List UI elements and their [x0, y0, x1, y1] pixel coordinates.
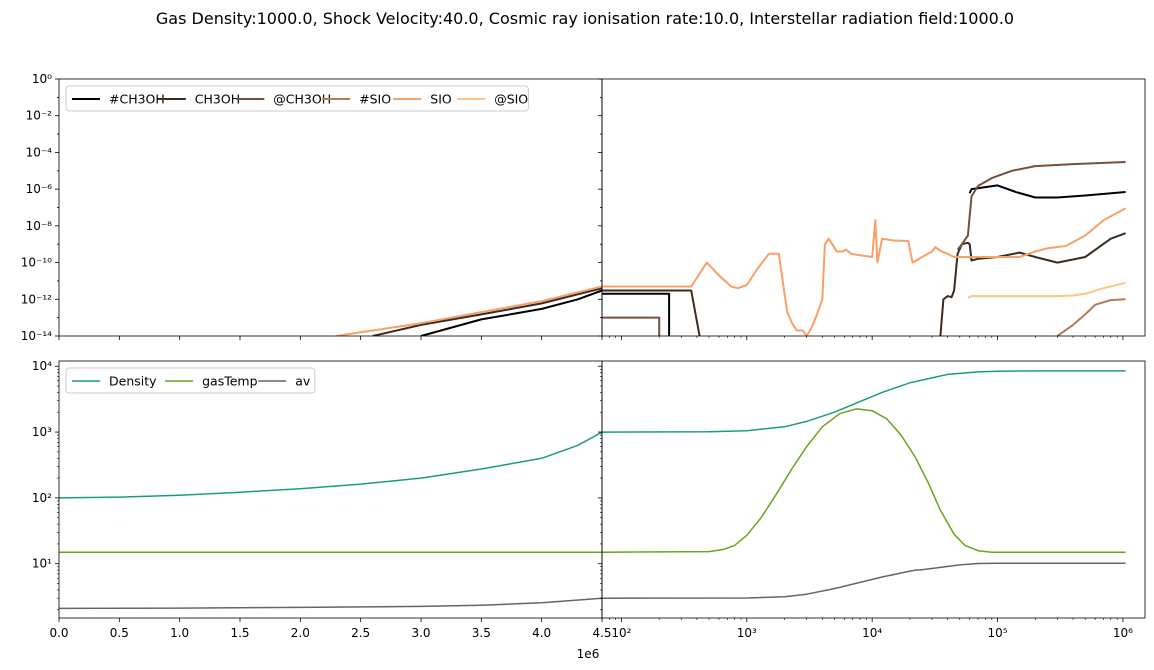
axes-frame — [58, 360, 603, 619]
series-line-density — [602, 370, 1126, 433]
y-tick-label: 10⁻⁴ — [26, 145, 53, 159]
y-tick-label: 10⁻⁸ — [26, 219, 53, 233]
x-tick-label: 10² — [611, 626, 631, 640]
series-line-ch3oh — [602, 292, 671, 336]
x-tick-label: 10⁵ — [988, 626, 1008, 640]
legend-label: @CH3OH — [273, 92, 331, 107]
panel-bottom-right: 10² 10³ 10⁴ 10⁵ 10⁶ — [598, 360, 1146, 640]
series-line-density — [59, 431, 602, 499]
series-line-ch3oh — [602, 316, 661, 336]
legend-label: av — [295, 374, 311, 389]
series-line-sio — [1056, 298, 1126, 336]
y-tick-label: 10¹ — [32, 557, 52, 571]
y-tick-label: 10² — [32, 491, 52, 505]
x-tick-label: 4.0 — [532, 626, 551, 640]
x-tick-label: 2.0 — [291, 626, 310, 640]
y-tick-label: 10³ — [32, 425, 52, 439]
axes-frame — [601, 360, 1146, 619]
series-line-gastemp — [602, 408, 1126, 553]
series-line-av — [602, 562, 1126, 599]
legend-label: CH3OH — [195, 92, 240, 107]
x-tick-label: 0.5 — [110, 626, 129, 640]
legend-box — [65, 85, 529, 112]
series-line-ch3oh — [939, 232, 1126, 336]
series-line-ch3oh — [420, 289, 602, 336]
x-tick-label: 10⁶ — [1113, 626, 1133, 640]
axes-frame — [58, 78, 603, 337]
series-line-sio — [602, 207, 1127, 336]
series-line-sio — [967, 281, 1126, 299]
legend: Density gasTemp av — [65, 367, 316, 394]
legend-label: #SIO — [359, 92, 391, 107]
y-tick-label: 10⁻² — [26, 109, 53, 123]
series-line-av — [59, 597, 602, 610]
series-line-ch3oh — [956, 161, 1126, 251]
panel-top-right — [598, 78, 1146, 340]
series-line-sio — [336, 285, 602, 336]
legend-label: gasTemp — [202, 374, 257, 389]
legend-label: @SIO — [494, 92, 528, 107]
legend: #CH3OH CH3OH @CH3OH #SIO SIO @SIO — [65, 85, 529, 112]
series-line-ch3oh — [602, 289, 701, 336]
x-tick-label: 4.5 — [592, 626, 611, 640]
panel-top-left: 10⁰ 10⁻² 10⁻⁴ 10⁻⁶ 10⁻⁸ 10⁻¹⁰ 10⁻¹² 10⁻¹⁴ #CH3OH… — [21, 72, 603, 343]
series-line-ch3oh — [372, 287, 602, 336]
figure-title: Gas Density:1000.0, Shock Velocity:40.0,… — [156, 9, 1014, 28]
x-tick-label: 10⁴ — [862, 626, 882, 640]
x-offset-label: 1e6 — [577, 647, 600, 661]
y-tick-label: 10⁻⁶ — [26, 182, 53, 196]
y-tick-label: 10⁰ — [32, 72, 52, 86]
series-line-ch3oh — [968, 184, 1126, 199]
x-tick-label: 3.5 — [472, 626, 491, 640]
legend-label: Density — [109, 374, 157, 389]
y-tick-label: 10⁻¹² — [21, 292, 52, 306]
axes-frame — [601, 78, 1146, 337]
legend-label: #CH3OH — [109, 92, 165, 107]
y-tick-label: 10⁻¹⁴ — [21, 329, 52, 343]
x-tick-label: 0.0 — [49, 626, 68, 640]
x-tick-label: 1.0 — [170, 626, 189, 640]
x-tick-label: 2.5 — [351, 626, 370, 640]
x-tick-label: 3.0 — [411, 626, 430, 640]
legend-label: SIO — [430, 92, 452, 107]
y-tick-label: 10⁻¹⁰ — [21, 256, 52, 270]
y-tick-label: 10⁴ — [32, 359, 52, 373]
panel-bottom-left: 10⁴ 10³ 10² 10¹ 0.0 0.5 1.0 1.5 2.0 2.5 3.0 3.5 4.0 4… — [32, 359, 612, 640]
x-tick-label: 1.5 — [230, 626, 249, 640]
x-tick-label: 10³ — [737, 626, 757, 640]
